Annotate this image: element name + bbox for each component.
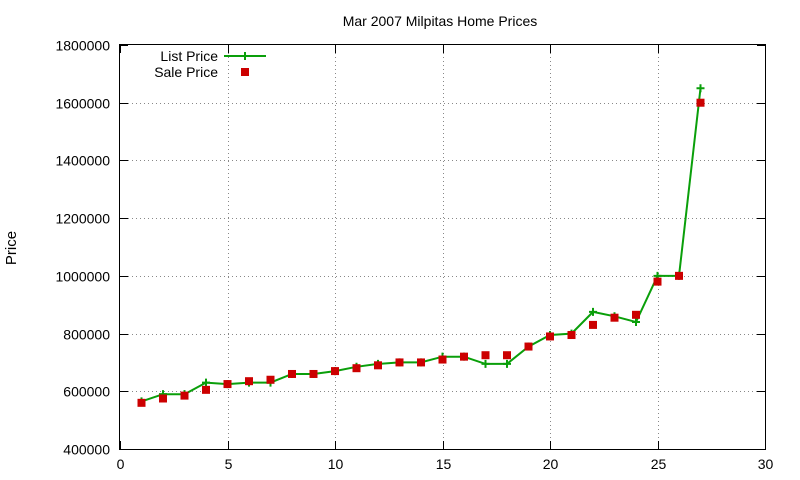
- y-tick-label: 1400000: [55, 153, 110, 169]
- sale-price-marker: [331, 367, 339, 376]
- sale-price-marker: [438, 355, 447, 364]
- x-tick-label: 5: [225, 456, 233, 472]
- sale-price-marker: [266, 375, 275, 384]
- sale-price-marker: [202, 385, 210, 394]
- sale-price-marker: [696, 98, 705, 107]
- x-tick-label: 10: [328, 456, 344, 472]
- sale-price-marker: [180, 391, 189, 400]
- legend-list-price-label: List Price: [160, 48, 218, 64]
- sale-price-marker: [632, 310, 640, 319]
- sale-price-marker: [374, 361, 382, 370]
- series-layer: [137, 84, 705, 407]
- x-tick-label: 30: [758, 456, 774, 472]
- plot-frame: [119, 44, 766, 450]
- list-price-marker: [503, 359, 511, 368]
- legend-list-price-marker: [241, 52, 249, 60]
- sale-price-marker: [589, 320, 597, 329]
- x-tick-label: 15: [436, 456, 452, 472]
- legend-sale-price-marker: [241, 68, 249, 76]
- sale-price-marker: [610, 313, 619, 322]
- sale-price-marker: [395, 358, 404, 367]
- axis-ticks: 0 5 10 15 20 25 30 400000 600000 800000 1000000 120…: [55, 38, 773, 473]
- y-tick-label: 1000000: [55, 269, 110, 285]
- sale-price-marker: [675, 271, 683, 280]
- y-tick-label: 800000: [63, 327, 110, 343]
- legend-sale-price-label: Sale Price: [154, 64, 218, 80]
- sale-price-marker: [159, 394, 167, 403]
- list-price-marker: [589, 307, 597, 316]
- sale-price-marker: [137, 398, 146, 407]
- list-price-marker: [481, 359, 490, 368]
- y-tick-label: 400000: [63, 442, 110, 458]
- sale-price-marker: [481, 351, 490, 360]
- list-price-marker: [632, 318, 640, 327]
- sale-price-marker: [309, 369, 318, 378]
- sale-price-marker: [653, 277, 662, 286]
- sale-price-marker: [546, 332, 554, 341]
- x-tick-label: 0: [117, 456, 125, 472]
- sale-price-marker: [223, 380, 232, 389]
- sale-price-marker: [524, 342, 533, 351]
- sale-price-marker: [352, 364, 361, 373]
- sale-price-marker: [288, 369, 296, 378]
- list-price-marker: [202, 378, 210, 387]
- chart-title: Mar 2007 Milpitas Home Prices: [343, 13, 538, 29]
- sale-price-marker: [245, 377, 253, 386]
- y-tick-label: 600000: [63, 384, 110, 400]
- x-tick-label: 20: [543, 456, 559, 472]
- sale-price-marker: [460, 352, 468, 361]
- list-price-line: [141, 88, 702, 403]
- grid-lines: [120, 45, 765, 449]
- x-tick-label: 25: [651, 456, 667, 472]
- sale-price-marker: [503, 351, 511, 360]
- sale-price-marker: [567, 331, 576, 340]
- y-tick-label: 1200000: [55, 211, 110, 227]
- list-price-marker: [696, 84, 705, 93]
- y-axis-label: Price: [3, 231, 20, 265]
- y-tick-label: 1600000: [55, 96, 110, 112]
- y-tick-label: 1800000: [55, 38, 110, 54]
- sale-price-marker: [417, 358, 425, 367]
